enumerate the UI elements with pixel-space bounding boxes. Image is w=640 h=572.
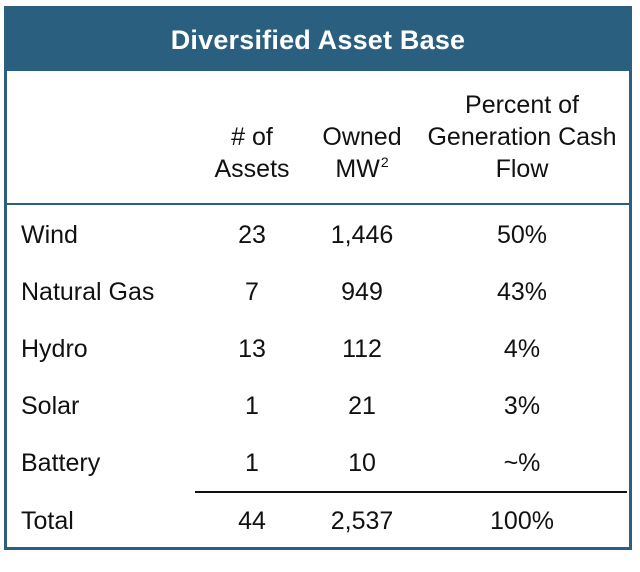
row-label: Wind xyxy=(21,221,78,249)
owned-mw: 2,537 xyxy=(330,507,394,535)
cash-flow-percent: 3% xyxy=(503,392,541,420)
cash-flow-percent: ~% xyxy=(503,449,541,477)
column-header-assets-line2: Assets xyxy=(214,155,290,183)
assets-count: 23 xyxy=(238,221,266,249)
cash-flow-percent: 50% xyxy=(496,221,548,249)
column-header-cash-flow-line3: Flow xyxy=(495,155,549,183)
table-row-solar: Solar 1 21 3% xyxy=(7,386,629,426)
column-header-assets: # of Assets xyxy=(197,121,307,185)
assets-count: 13 xyxy=(238,335,266,363)
table-row-natural-gas: Natural Gas 7 949 43% xyxy=(7,272,629,312)
column-header-assets-line1: # of xyxy=(231,123,273,151)
table-row-hydro: Hydro 13 112 4% xyxy=(7,329,629,369)
table-header-bar: Diversified Asset Base xyxy=(7,9,629,71)
cash-flow-percent: 100% xyxy=(490,507,554,535)
owned-mw: 10 xyxy=(348,449,376,477)
row-label: Battery xyxy=(21,449,101,477)
table-row-wind: Wind 23 1,446 50% xyxy=(7,215,629,255)
assets-count: 44 xyxy=(238,507,266,535)
row-label: Total xyxy=(21,507,74,535)
asset-base-table: Diversified Asset Base # of Assets Owned… xyxy=(4,6,632,550)
row-label: Natural Gas xyxy=(21,278,155,306)
column-header-cash-flow: Percent of Generation Cash Flow xyxy=(417,89,627,185)
row-label: Hydro xyxy=(21,335,88,363)
assets-count: 1 xyxy=(245,392,259,420)
total-divider xyxy=(195,491,627,493)
owned-mw: 21 xyxy=(348,392,376,420)
cash-flow-percent: 4% xyxy=(503,335,541,363)
column-header-cash-flow-line2: Generation Cash xyxy=(427,123,617,151)
column-header-cash-flow-line1: Percent of xyxy=(465,91,579,119)
column-header-owned-mw: Owned MW2 xyxy=(307,121,417,188)
owned-mw: 1,446 xyxy=(330,221,394,249)
owned-mw: 112 xyxy=(342,335,382,363)
table-row-total: Total 44 2,537 100% xyxy=(7,501,629,541)
table-row-battery: Battery 1 10 ~% xyxy=(7,443,629,483)
column-header-mw-line1: Owned xyxy=(322,123,402,151)
column-header-mw-text: MW xyxy=(335,155,380,183)
assets-count: 1 xyxy=(245,449,259,477)
row-label: Solar xyxy=(21,392,80,420)
assets-count: 7 xyxy=(245,278,259,306)
owned-mw: 949 xyxy=(341,278,383,306)
cash-flow-percent: 43% xyxy=(496,278,548,306)
header-divider xyxy=(7,203,629,205)
column-header-mw-line2: MW2 xyxy=(307,153,417,188)
table-title: Diversified Asset Base xyxy=(170,24,466,55)
footnote-marker: 2 xyxy=(380,154,389,170)
